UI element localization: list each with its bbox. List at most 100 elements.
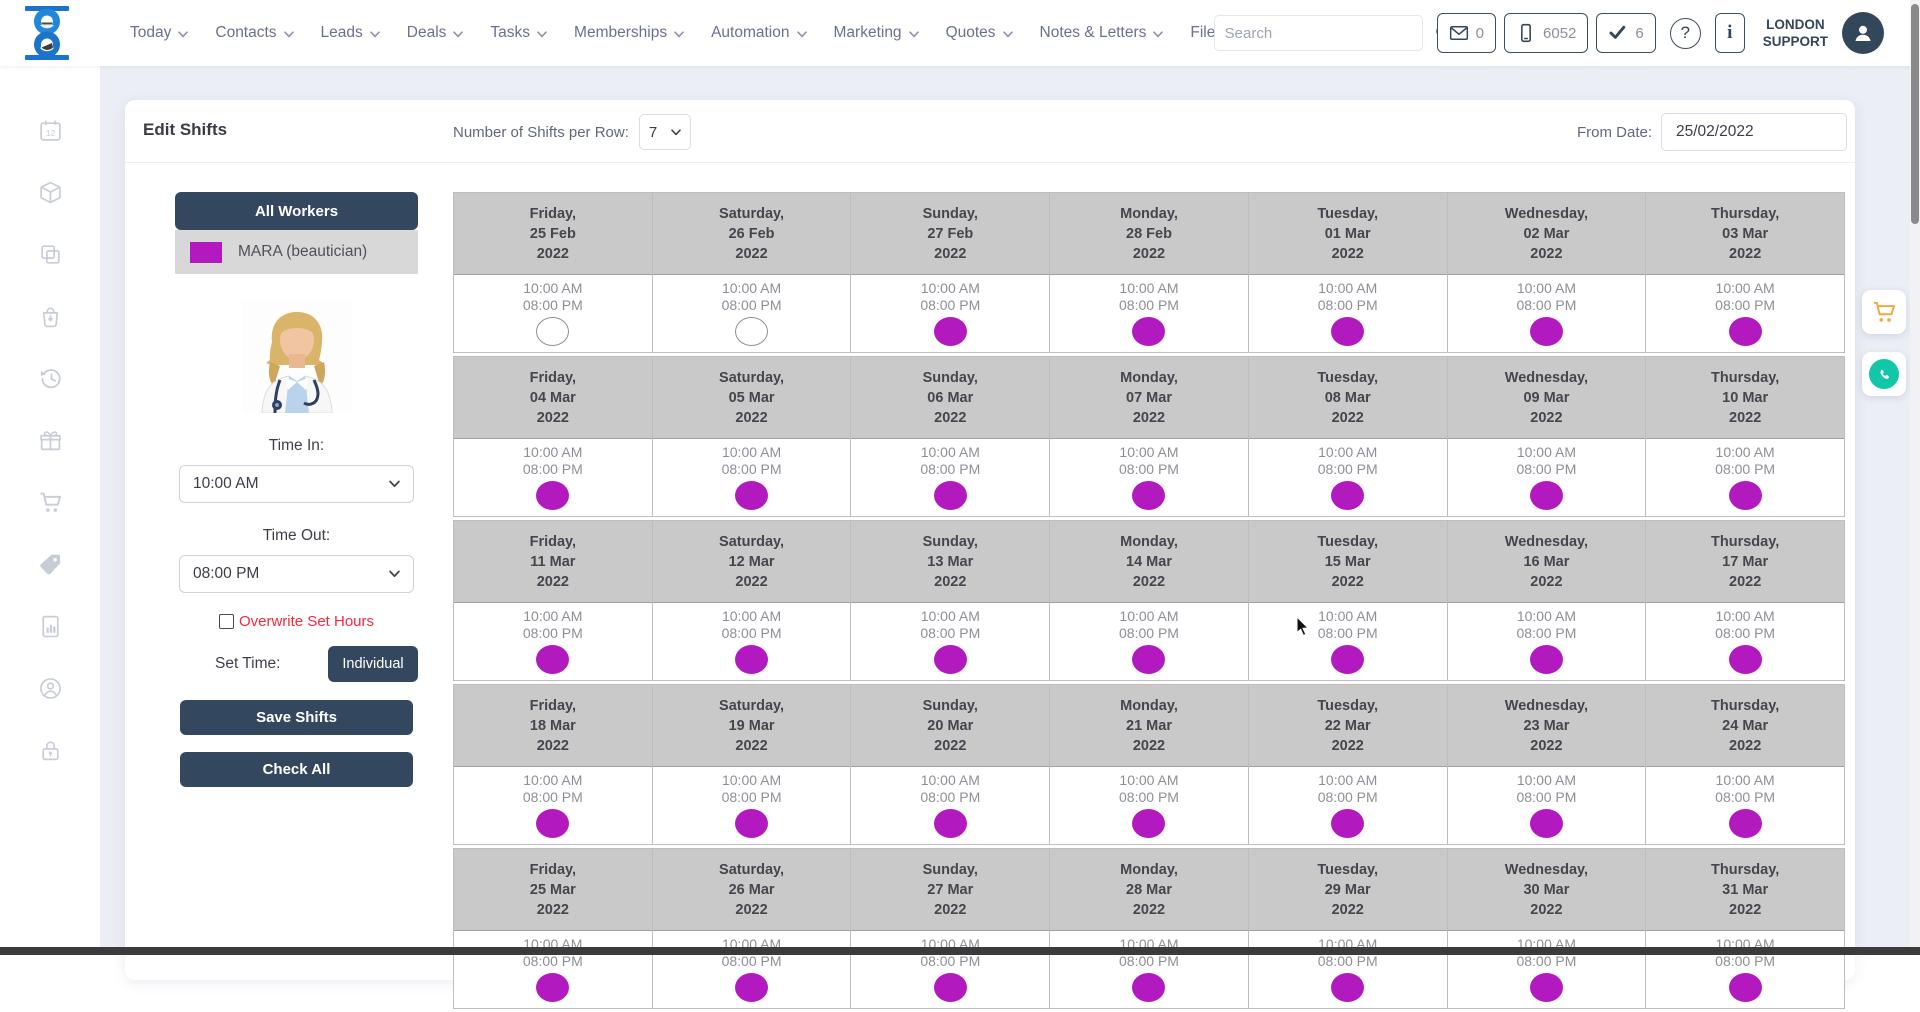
price-tag-icon[interactable] (38, 552, 63, 577)
phone-badge-button[interactable]: 6052 (1504, 13, 1588, 53)
shift-toggle-circle[interactable] (1729, 809, 1762, 838)
time-out-select[interactable]: 08:00 PM (179, 555, 414, 593)
shift-cell-body[interactable]: 10:00 AM 08:00 PM (1646, 767, 1844, 844)
shift-toggle-circle[interactable] (735, 645, 768, 674)
shift-toggle-circle[interactable] (735, 973, 768, 1002)
cart-icon[interactable] (38, 490, 63, 515)
app-logo-hourglass-icon[interactable] (22, 6, 72, 60)
shift-cell-body[interactable]: 10:00 AM 08:00 PM (1646, 439, 1844, 516)
shift-cell-body[interactable]: 10:00 AM 08:00 PM (1448, 439, 1646, 516)
nav-item-leads[interactable]: Leads (321, 24, 380, 42)
shift-toggle-circle[interactable] (1132, 317, 1165, 346)
copy-icon[interactable] (38, 242, 63, 267)
shift-cell-body[interactable]: 10:00 AM 08:00 PM (653, 767, 851, 844)
overwrite-label[interactable]: Overwrite Set Hours (239, 613, 374, 630)
shift-toggle-circle[interactable] (1729, 645, 1762, 674)
shift-toggle-circle[interactable] (536, 809, 569, 838)
shift-toggle-circle[interactable] (536, 645, 569, 674)
shift-cell-body[interactable]: 10:00 AM 08:00 PM (454, 275, 652, 352)
nav-item-notes-letters[interactable]: Notes & Letters (1040, 24, 1164, 42)
time-in-select[interactable]: 10:00 AM (179, 465, 414, 503)
shift-cell-body[interactable]: 10:00 AM 08:00 PM (653, 931, 851, 1008)
shift-toggle-circle[interactable] (536, 317, 569, 346)
user-circle-icon[interactable] (38, 676, 63, 701)
shift-toggle-circle[interactable] (1530, 973, 1563, 1002)
shift-toggle-circle[interactable] (1729, 481, 1762, 510)
shift-cell-body[interactable]: 10:00 AM 08:00 PM (851, 931, 1049, 1008)
shifts-per-row-select[interactable]: 7 (639, 114, 691, 150)
shift-toggle-circle[interactable] (735, 317, 768, 346)
help-button[interactable]: ? (1670, 18, 1701, 49)
all-workers-button[interactable]: All Workers (175, 192, 418, 230)
shift-cell-body[interactable]: 10:00 AM 08:00 PM (1050, 931, 1248, 1008)
shift-cell-body[interactable]: 10:00 AM 08:00 PM (1448, 767, 1646, 844)
nav-item-quotes[interactable]: Quotes (946, 24, 1013, 42)
shift-cell-body[interactable]: 10:00 AM 08:00 PM (1249, 603, 1447, 680)
shift-cell-body[interactable]: 10:00 AM 08:00 PM (454, 931, 652, 1008)
info-button[interactable]: i (1715, 13, 1745, 53)
shift-toggle-circle[interactable] (1530, 809, 1563, 838)
nav-item-marketing[interactable]: Marketing (834, 24, 919, 42)
nav-item-automation[interactable]: Automation (711, 24, 806, 42)
shift-toggle-circle[interactable] (735, 481, 768, 510)
shift-toggle-circle[interactable] (1331, 809, 1364, 838)
shift-toggle-circle[interactable] (1530, 645, 1563, 674)
shift-toggle-circle[interactable] (1331, 645, 1364, 674)
shift-cell-body[interactable]: 10:00 AM 08:00 PM (653, 603, 851, 680)
individual-button[interactable]: Individual (328, 646, 418, 682)
shift-cell-body[interactable]: 10:00 AM 08:00 PM (1448, 931, 1646, 1008)
shift-toggle-circle[interactable] (1331, 481, 1364, 510)
shift-cell-body[interactable]: 10:00 AM 08:00 PM (1448, 603, 1646, 680)
shift-toggle-circle[interactable] (1729, 317, 1762, 346)
floating-whatsapp-button[interactable] (1862, 352, 1906, 396)
search-input[interactable] (1215, 25, 1434, 42)
calendar-icon[interactable] (38, 118, 63, 143)
bottom-scrollbar[interactable] (0, 947, 1920, 955)
nav-item-contacts[interactable]: Contacts (215, 24, 293, 42)
report-icon[interactable] (38, 614, 63, 639)
history-icon[interactable] (38, 366, 63, 391)
save-shifts-button[interactable]: Save Shifts (180, 700, 413, 735)
nav-item-deals[interactable]: Deals (407, 24, 464, 42)
nav-item-today[interactable]: Today (130, 24, 188, 42)
gift-icon[interactable] (38, 428, 63, 453)
shift-toggle-circle[interactable] (1331, 317, 1364, 346)
shift-cell-body[interactable]: 10:00 AM 08:00 PM (1050, 767, 1248, 844)
shift-cell-body[interactable]: 10:00 AM 08:00 PM (851, 603, 1049, 680)
shift-cell-body[interactable]: 10:00 AM 08:00 PM (653, 439, 851, 516)
shift-cell-body[interactable]: 10:00 AM 08:00 PM (653, 275, 851, 352)
shift-cell-body[interactable]: 10:00 AM 08:00 PM (1249, 439, 1447, 516)
shift-toggle-circle[interactable] (1132, 481, 1165, 510)
shift-toggle-circle[interactable] (1530, 481, 1563, 510)
shift-toggle-circle[interactable] (735, 809, 768, 838)
shift-cell-body[interactable]: 10:00 AM 08:00 PM (454, 767, 652, 844)
shift-toggle-circle[interactable] (1132, 645, 1165, 674)
shift-toggle-circle[interactable] (934, 973, 967, 1002)
scrollbar-thumb[interactable] (1911, 4, 1919, 224)
shift-toggle-circle[interactable] (1132, 809, 1165, 838)
lock-icon[interactable] (38, 738, 63, 763)
vertical-scrollbar[interactable] (1910, 0, 1920, 947)
shift-toggle-circle[interactable] (934, 481, 967, 510)
shift-toggle-circle[interactable] (536, 481, 569, 510)
shift-cell-body[interactable]: 10:00 AM 08:00 PM (1646, 275, 1844, 352)
nav-item-tasks[interactable]: Tasks (490, 24, 547, 42)
shift-toggle-circle[interactable] (1331, 973, 1364, 1002)
shopping-bag-icon[interactable] (38, 304, 63, 329)
check-badge-button[interactable]: 6 (1596, 13, 1655, 53)
shift-cell-body[interactable]: 10:00 AM 08:00 PM (1249, 275, 1447, 352)
shift-toggle-circle[interactable] (934, 645, 967, 674)
shift-cell-body[interactable]: 10:00 AM 08:00 PM (851, 439, 1049, 516)
shift-cell-body[interactable]: 10:00 AM 08:00 PM (1646, 931, 1844, 1008)
shift-cell-body[interactable]: 10:00 AM 08:00 PM (1050, 439, 1248, 516)
shift-cell-body[interactable]: 10:00 AM 08:00 PM (454, 439, 652, 516)
shift-toggle-circle[interactable] (536, 973, 569, 1002)
shift-cell-body[interactable]: 10:00 AM 08:00 PM (1646, 603, 1844, 680)
shift-toggle-circle[interactable] (934, 317, 967, 346)
shift-cell-body[interactable]: 10:00 AM 08:00 PM (851, 767, 1049, 844)
shift-cell-body[interactable]: 10:00 AM 08:00 PM (1249, 767, 1447, 844)
overwrite-checkbox[interactable] (219, 614, 234, 629)
shift-cell-body[interactable]: 10:00 AM 08:00 PM (1249, 931, 1447, 1008)
shift-cell-body[interactable]: 10:00 AM 08:00 PM (851, 275, 1049, 352)
shift-toggle-circle[interactable] (1530, 317, 1563, 346)
